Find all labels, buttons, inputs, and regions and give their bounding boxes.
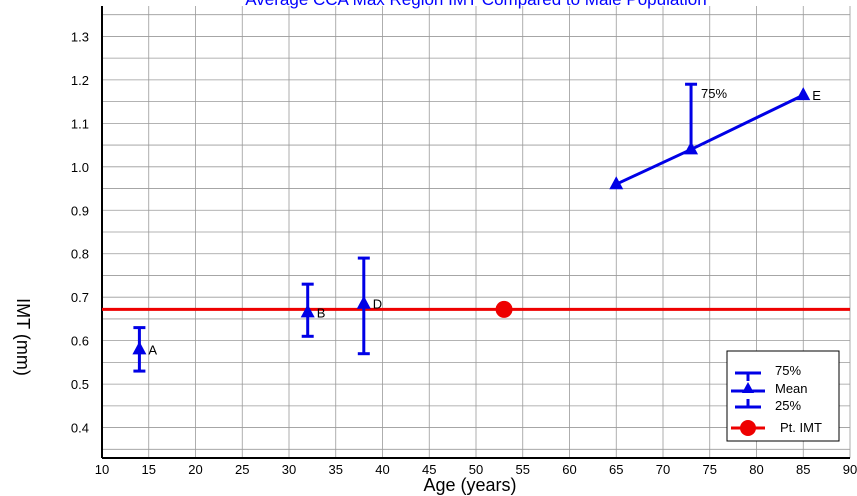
x-tick-label: 70 [656,462,670,477]
x-tick-label: 25 [235,462,249,477]
x-tick-label: 60 [562,462,576,477]
x-tick-label: 75 [703,462,717,477]
y-tick-label: 0.9 [71,203,89,218]
mean-marker [356,295,371,309]
x-tick-label: 10 [95,462,109,477]
y-tick-label: 1.2 [71,73,89,88]
mean-marker [132,341,147,355]
mean-marker [796,87,811,101]
mean-marker [684,141,699,155]
mean-marker [300,304,315,318]
y-tick-label: 0.6 [71,334,89,349]
mean-marker [609,176,624,190]
x-tick-label: 85 [796,462,810,477]
legend-label-ptimt: Pt. IMT [780,420,822,435]
point-label: E [812,88,821,103]
y-tick-label: 0.5 [71,377,89,392]
legend-label-25: 25% [775,398,801,413]
y-axis-label: IMT (mm) [13,298,33,376]
y-tick-label: 1.1 [71,116,89,131]
point-label: B [317,305,326,320]
legend-label-mean: Mean [775,381,808,396]
x-tick-label: 90 [843,462,857,477]
data-marks: A B D E 75% [102,82,850,373]
x-axis-label: Age (years) [423,475,516,495]
x-tick-label: 80 [749,462,763,477]
y-tick-label: 0.4 [71,421,89,436]
x-tick-label: 15 [142,462,156,477]
y-tick-label: 0.7 [71,290,89,305]
x-tick-label: 55 [516,462,530,477]
y-tick-label: 1.3 [71,29,89,44]
legend-ptimt-marker [740,420,756,436]
percentile-annotation: 75% [701,86,727,101]
y-tick-label: 1.0 [71,160,89,175]
x-tick-label: 35 [329,462,343,477]
point-label: A [148,342,157,357]
chart-title: Average CCA Max Region IMT Compared to M… [245,0,706,9]
x-tick-labels: 10 15 20 25 30 35 40 45 50 55 60 65 70 75 80 85 90 [95,462,857,477]
x-tick-label: 45 [422,462,436,477]
x-tick-label: 50 [469,462,483,477]
legend-mean-marker [742,382,754,393]
patient-imt-marker [495,300,513,318]
y-tick-labels: 0.4 0.5 0.6 0.7 0.8 0.9 1.0 1.1 1.2 1.3 [71,29,89,435]
x-tick-label: 65 [609,462,623,477]
legend-label-75: 75% [775,363,801,378]
x-tick-label: 20 [188,462,202,477]
legend: 75% Mean 25% Pt. IMT [726,350,840,442]
plot-frame [101,6,850,459]
point-label: D [373,297,382,312]
x-tick-label: 30 [282,462,296,477]
x-tick-label: 40 [375,462,389,477]
y-tick-label: 0.8 [71,247,89,262]
